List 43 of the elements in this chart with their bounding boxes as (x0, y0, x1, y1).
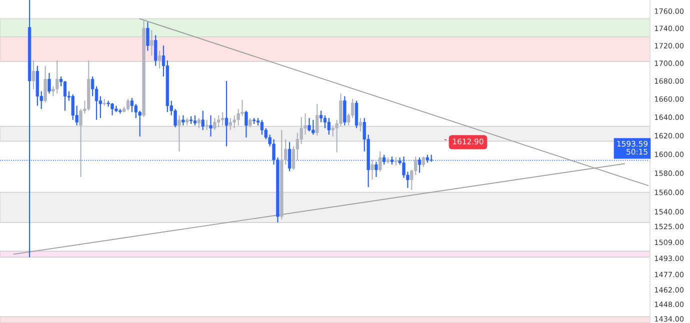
candlestick (350, 98, 354, 119)
candlestick (197, 118, 201, 129)
candlestick (343, 96, 346, 126)
candlestick (354, 100, 358, 129)
candlestick (316, 103, 319, 136)
candlestick (48, 72, 51, 94)
candlestick (228, 118, 232, 131)
candlestick (308, 118, 311, 132)
candlestick (331, 124, 334, 138)
candlestick (213, 118, 216, 131)
candlestick (126, 98, 130, 112)
candlestick (150, 29, 154, 56)
candlestick (327, 118, 331, 136)
candlestick (205, 119, 208, 131)
candlestick (44, 65, 47, 104)
candlestick (110, 102, 114, 116)
candlestick (414, 156, 418, 176)
candlestick (422, 156, 426, 168)
candlestick (146, 22, 150, 52)
candlestick (32, 60, 36, 90)
candlestick (130, 97, 134, 113)
candlestick (209, 114, 212, 138)
candlestick (158, 50, 162, 70)
candlestick (71, 94, 74, 120)
candlestick (56, 60, 59, 94)
candlestick (217, 114, 220, 128)
candlestick (220, 112, 224, 126)
candlestick (260, 119, 264, 136)
candlestick (244, 110, 248, 138)
candlestick (312, 119, 315, 136)
candlestick (370, 159, 374, 180)
candlestick (232, 114, 236, 129)
candlestick (201, 110, 204, 131)
candlestick (248, 118, 252, 128)
candlestick (323, 114, 327, 129)
candlestick (193, 114, 197, 126)
candlestick (178, 114, 181, 152)
candlestick (182, 114, 185, 126)
candlestick (154, 34, 158, 66)
candlestick (224, 80, 228, 147)
candlestick (63, 80, 67, 112)
candlestick (378, 150, 382, 172)
candlestick (358, 118, 362, 132)
